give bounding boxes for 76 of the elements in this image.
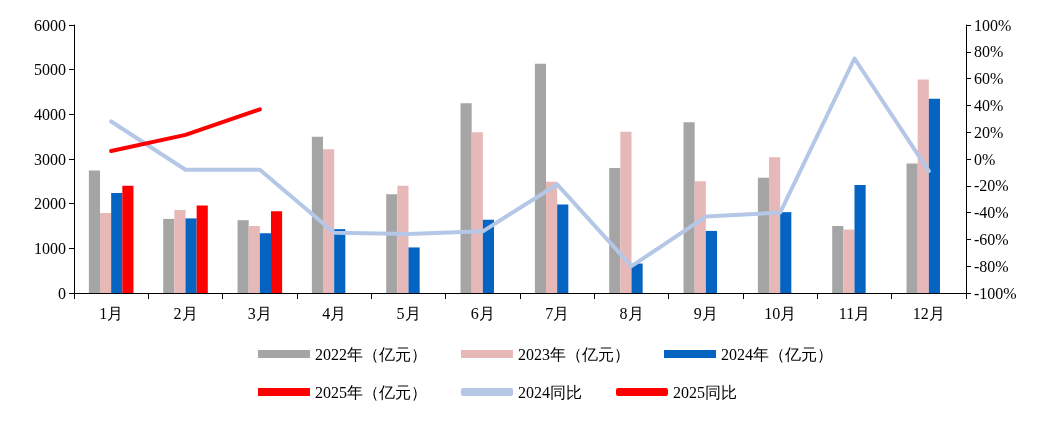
line-series bbox=[109, 56, 931, 269]
bar bbox=[631, 263, 643, 293]
y-tick-label: 3000 bbox=[34, 150, 66, 168]
x-tick-label: 10月 bbox=[764, 304, 797, 322]
y-tick-label: 6000 bbox=[34, 16, 66, 34]
legend-label: 2022年（亿元） bbox=[315, 345, 427, 363]
bar bbox=[185, 218, 197, 293]
y-tick-label: 5000 bbox=[34, 61, 66, 79]
x-tick-label: 2月 bbox=[173, 304, 198, 322]
y2-tick-label: 80% bbox=[974, 43, 1004, 61]
x-tick-label: 8月 bbox=[619, 304, 644, 322]
bar bbox=[906, 163, 918, 293]
y2-tick-label: -80% bbox=[974, 257, 1009, 275]
bar bbox=[174, 209, 186, 293]
x-tick-label: 9月 bbox=[693, 304, 718, 322]
bar bbox=[534, 63, 547, 293]
x-tick-label: 1月 bbox=[99, 304, 124, 322]
bar bbox=[557, 204, 569, 293]
legend-label: 2024同比 bbox=[518, 383, 582, 401]
bar bbox=[780, 212, 792, 293]
y2-tick-label: 0% bbox=[974, 150, 996, 168]
y-tick-label: 0 bbox=[58, 284, 66, 302]
legend-label: 2023年（亿元） bbox=[518, 345, 630, 363]
bar bbox=[683, 122, 695, 293]
bar bbox=[334, 229, 346, 293]
bar bbox=[237, 220, 249, 293]
y2-tick-label: -20% bbox=[974, 177, 1009, 195]
y2-tick-label: -40% bbox=[974, 204, 1009, 222]
legend-label: 2024年（亿元） bbox=[721, 345, 833, 363]
bar bbox=[270, 211, 283, 293]
bar bbox=[694, 181, 706, 293]
bar bbox=[386, 194, 398, 293]
bar bbox=[88, 170, 101, 293]
y2-tick-label: -60% bbox=[974, 230, 1009, 248]
y-tick-label: 1000 bbox=[34, 239, 66, 257]
x-tick-label: 6月 bbox=[470, 304, 495, 322]
x-tick-label: 11月 bbox=[838, 304, 871, 322]
y2-tick-label: 40% bbox=[974, 96, 1004, 114]
y2-tick-label: 100% bbox=[974, 16, 1012, 34]
bar bbox=[408, 247, 420, 293]
bar bbox=[769, 157, 781, 293]
bar bbox=[609, 167, 621, 293]
bar bbox=[705, 230, 717, 293]
x-tick-label: 5月 bbox=[396, 304, 421, 322]
x-tick-label: 4月 bbox=[322, 304, 347, 322]
y2-tick-label: 60% bbox=[974, 70, 1004, 88]
bar bbox=[100, 213, 112, 293]
y2-tick-label: -100% bbox=[974, 284, 1017, 302]
legend-label: 2025年（亿元） bbox=[315, 383, 427, 401]
bar bbox=[546, 181, 558, 293]
bar bbox=[163, 218, 175, 293]
bar bbox=[928, 98, 940, 293]
bar bbox=[460, 103, 472, 293]
x-tick-label: 7月 bbox=[545, 304, 570, 322]
y2-tick-label: 20% bbox=[974, 123, 1004, 141]
bar bbox=[854, 184, 866, 293]
y-tick-label: 2000 bbox=[34, 195, 66, 213]
bar bbox=[832, 226, 844, 293]
bar bbox=[620, 131, 632, 293]
bar bbox=[259, 233, 271, 293]
y-tick-label: 4000 bbox=[34, 105, 66, 123]
x-tick-label: 3月 bbox=[247, 304, 272, 322]
legend-label: 2025同比 bbox=[673, 383, 737, 401]
bar bbox=[471, 132, 483, 293]
x-tick-label: 12月 bbox=[912, 304, 945, 322]
bar bbox=[397, 185, 409, 293]
bar bbox=[482, 219, 494, 293]
bar bbox=[323, 149, 335, 293]
bar bbox=[917, 79, 929, 293]
bar bbox=[248, 226, 260, 293]
bar bbox=[843, 229, 855, 293]
bar bbox=[111, 192, 123, 293]
bar bbox=[311, 136, 324, 293]
bar bbox=[196, 205, 208, 293]
bar bbox=[757, 177, 770, 293]
bar bbox=[122, 185, 134, 293]
